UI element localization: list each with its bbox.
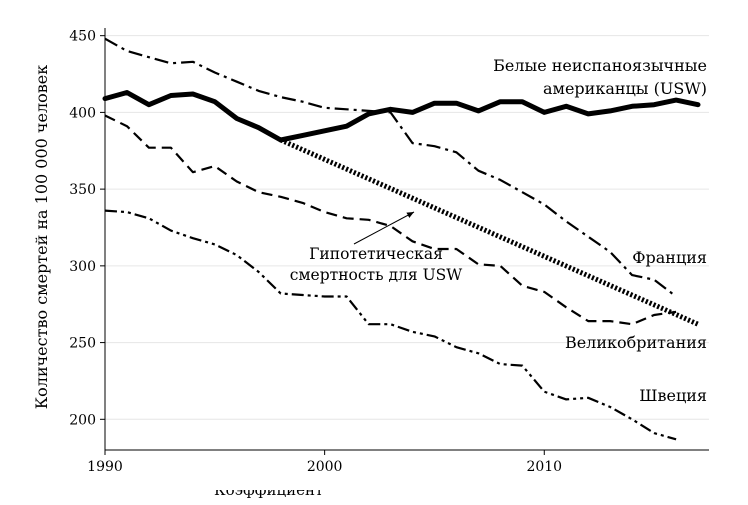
label-uk: Великобритания bbox=[565, 333, 707, 352]
label-usw-line-2: американцы (USW) bbox=[543, 79, 707, 98]
series-line-1-франция bbox=[104, 37, 677, 298]
x-tick-label-2010: 2010 bbox=[526, 459, 562, 475]
series-line-0-белые-неиспаноязычные-американцы-usw- bbox=[102, 90, 701, 143]
y-ticks: 200 250 300 350 400 450 bbox=[69, 29, 105, 428]
y-tick-label-400: 400 bbox=[69, 105, 96, 121]
series-line-3-швеция bbox=[104, 209, 677, 441]
annotation-arrow bbox=[353, 211, 415, 245]
y-axis-title: Количество смертей на 100 000 человек bbox=[32, 65, 51, 409]
label-sweden: Швеция bbox=[639, 386, 707, 405]
series-line-4-гипотетическая-смертность-для-usw bbox=[279, 137, 700, 327]
annotation-line-1: Гипотетическая bbox=[309, 245, 443, 263]
y-tick-label-300: 300 bbox=[69, 259, 96, 275]
caption-fragment: Коэффициент bbox=[214, 490, 324, 499]
x-tick-label-2000: 2000 bbox=[307, 459, 343, 475]
x-ticks: 1990 2000 2010 bbox=[87, 450, 562, 475]
y-tick-label-450: 450 bbox=[69, 29, 96, 45]
annotation-line-2: смертность для USW bbox=[290, 266, 462, 284]
label-france: Франция bbox=[632, 248, 707, 267]
label-usw-line-1: Белые неиспаноязычные bbox=[493, 56, 707, 75]
y-tick-label-250: 250 bbox=[69, 336, 96, 352]
x-tick-label-1990: 1990 bbox=[87, 459, 123, 475]
y-tick-label-350: 350 bbox=[69, 182, 96, 198]
series-line-2-великобритания bbox=[104, 114, 677, 326]
series-labels: Белые неиспаноязычные американцы (USW) Ф… bbox=[493, 56, 707, 405]
y-tick-label-200: 200 bbox=[69, 412, 96, 428]
annotation-hypothetical: Гипотетическая смертность для USW bbox=[290, 211, 462, 284]
series-lines bbox=[102, 37, 701, 441]
